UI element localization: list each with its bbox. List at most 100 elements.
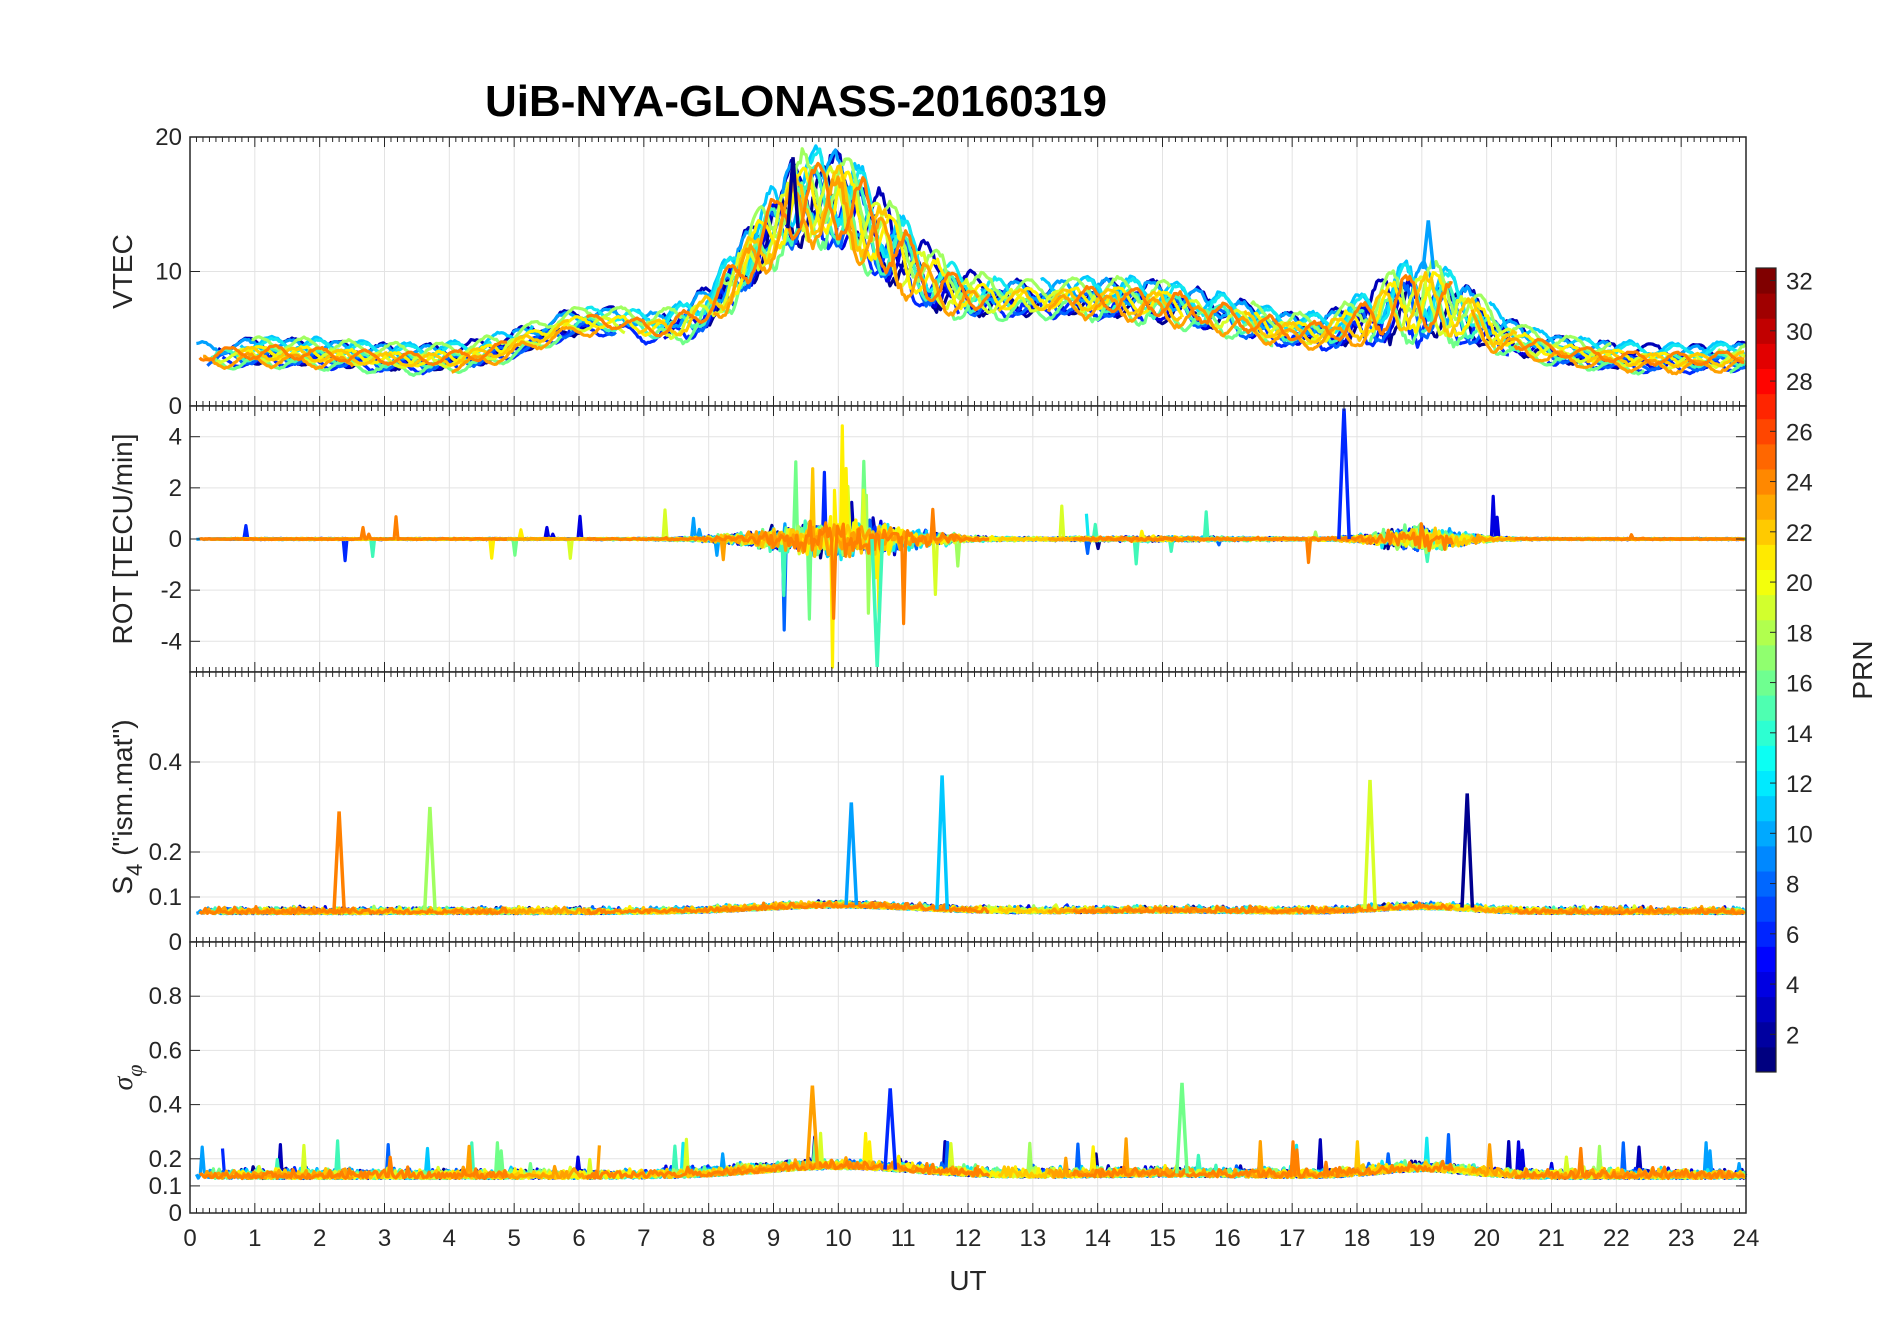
panel-vtec-x-ticks (189, 137, 1747, 406)
colorbar-bin (1756, 695, 1776, 721)
colorbar-bin (1756, 921, 1776, 947)
y-tick-label: 0.2 (149, 1146, 182, 1173)
x-tick-label: 3 (378, 1225, 391, 1252)
y-tick-label: 0.6 (149, 1037, 182, 1064)
x-tick-label: 7 (637, 1225, 650, 1252)
panel-sigphi-y-label: σφ (108, 1065, 147, 1091)
x-tick-label: 2 (313, 1225, 326, 1252)
x-tick-label: 0 (183, 1225, 196, 1252)
y-label-main: ROT [TECU/min] (107, 433, 138, 644)
y-tick-label: 0.4 (149, 1092, 182, 1119)
y-tick-label: 2 (169, 475, 182, 502)
colorbar-tick-label: 22 (1786, 520, 1813, 547)
colorbar-tick-label: 28 (1786, 369, 1813, 396)
y-tick-label: 20 (155, 124, 182, 151)
colorbar-bin (1756, 268, 1776, 294)
series-line-prn-23 (1514, 533, 1745, 542)
panel-rot: -4 -2 0 2 4 ROT [TECU/min] (107, 405, 1747, 673)
colorbar-bin (1756, 469, 1776, 495)
series-line-prn-21 (637, 164, 889, 337)
x-tick-label: 12 (955, 1225, 982, 1252)
x-tick-label: 11 (891, 1225, 916, 1252)
colorbar-bin (1756, 418, 1776, 445)
panel-vtec-series (196, 144, 1747, 377)
x-tick-label: 5 (507, 1225, 520, 1252)
series-spike (1175, 1082, 1189, 1174)
colorbar-tick-label: 14 (1786, 721, 1813, 748)
colorbar-bin (1756, 820, 1776, 847)
colorbar-tick-label: 30 (1786, 319, 1813, 346)
y-tick-label: 0.1 (149, 884, 182, 911)
x-tick-label: 1 (248, 1225, 261, 1252)
y-label-sub: φ (122, 1065, 147, 1077)
panel-s4-series (195, 775, 1747, 916)
y-tick-label: 4 (169, 424, 182, 451)
series-spike (1460, 793, 1475, 908)
series-spike (805, 1085, 820, 1170)
series-line-prn-23 (1514, 1146, 1745, 1180)
series-spike (883, 1088, 898, 1170)
x-tick-label: 9 (767, 1225, 780, 1252)
colorbar-bin (1756, 644, 1776, 671)
x-tick-label: 8 (702, 1225, 715, 1252)
x-tick-label: 13 (1019, 1225, 1046, 1252)
x-tick-label: 10 (825, 1225, 852, 1252)
colorbar-bin (1756, 569, 1776, 596)
x-tick-label: 14 (1084, 1225, 1111, 1252)
panel-rot-x-ticks (189, 406, 1747, 672)
series-spike (332, 811, 347, 913)
colorbar-bin (1756, 619, 1776, 646)
colorbar-tick-label: 26 (1786, 419, 1813, 446)
x-tick-label: 24 (1733, 1225, 1760, 1252)
colorbar-bin (1756, 845, 1776, 872)
series-spike (844, 802, 859, 905)
colorbar-tick-label: 16 (1786, 671, 1813, 698)
colorbar-bin (1756, 971, 1776, 998)
colorbar-bin (1756, 318, 1776, 344)
colorbar-bin (1756, 343, 1776, 369)
colorbar-bin (1756, 946, 1776, 972)
series-line-prn-19 (236, 314, 666, 368)
y-label-rest: ("ism.mat") (107, 719, 138, 863)
x-tick-label: 4 (443, 1225, 456, 1252)
colorbar-bin (1756, 1021, 1776, 1048)
series-line-prn-22 (450, 1144, 601, 1180)
series-line-prn-23 (198, 340, 508, 367)
colorbar-tick-label: 10 (1786, 821, 1813, 848)
series-line-prn-23 (198, 905, 509, 916)
x-tick-label: 17 (1279, 1225, 1306, 1252)
series-line-prn-23 (199, 515, 507, 542)
series-line-prn-23 (586, 507, 990, 626)
colorbar-bin (1756, 1046, 1776, 1073)
x-tick-label: 22 (1603, 1225, 1630, 1252)
y-tick-label: 0 (169, 1200, 182, 1227)
y-tick-label: 0 (169, 929, 182, 956)
y-tick-label: 0.1 (149, 1173, 182, 1200)
colorbar-tick-label: 18 (1786, 620, 1813, 647)
series-line-prn-23 (1071, 1140, 1455, 1179)
colorbar-tick-label: 4 (1786, 972, 1799, 999)
x-tick-label: 19 (1408, 1225, 1435, 1252)
colorbar-tick-label: 8 (1786, 872, 1799, 899)
colorbar-tick-label: 20 (1786, 570, 1813, 597)
colorbar-bin (1756, 745, 1776, 771)
y-label-main: S (107, 876, 138, 895)
series-line-prn-21 (1243, 271, 1518, 348)
x-axis-label: UT (949, 1265, 986, 1296)
panel-sigphi-series (194, 1082, 1748, 1180)
series-spike (1363, 779, 1377, 909)
series-line-prn-23 (585, 900, 990, 916)
colorbar-tick-label: 12 (1786, 771, 1813, 798)
panel-rot-series (196, 408, 1747, 669)
series-line-prn-22 (202, 351, 355, 371)
y-tick-label: 0.8 (149, 983, 182, 1010)
colorbar-bin (1756, 670, 1776, 696)
panel-s4-y-label: S4 ("ism.mat") (107, 719, 147, 894)
y-tick-label: -2 (161, 577, 182, 604)
y-label-main: VTEC (107, 234, 138, 309)
colorbar-bin (1756, 293, 1776, 319)
colorbar-bin (1756, 996, 1776, 1023)
y-tick-label: -4 (161, 628, 182, 655)
colorbar-bin (1756, 795, 1776, 822)
